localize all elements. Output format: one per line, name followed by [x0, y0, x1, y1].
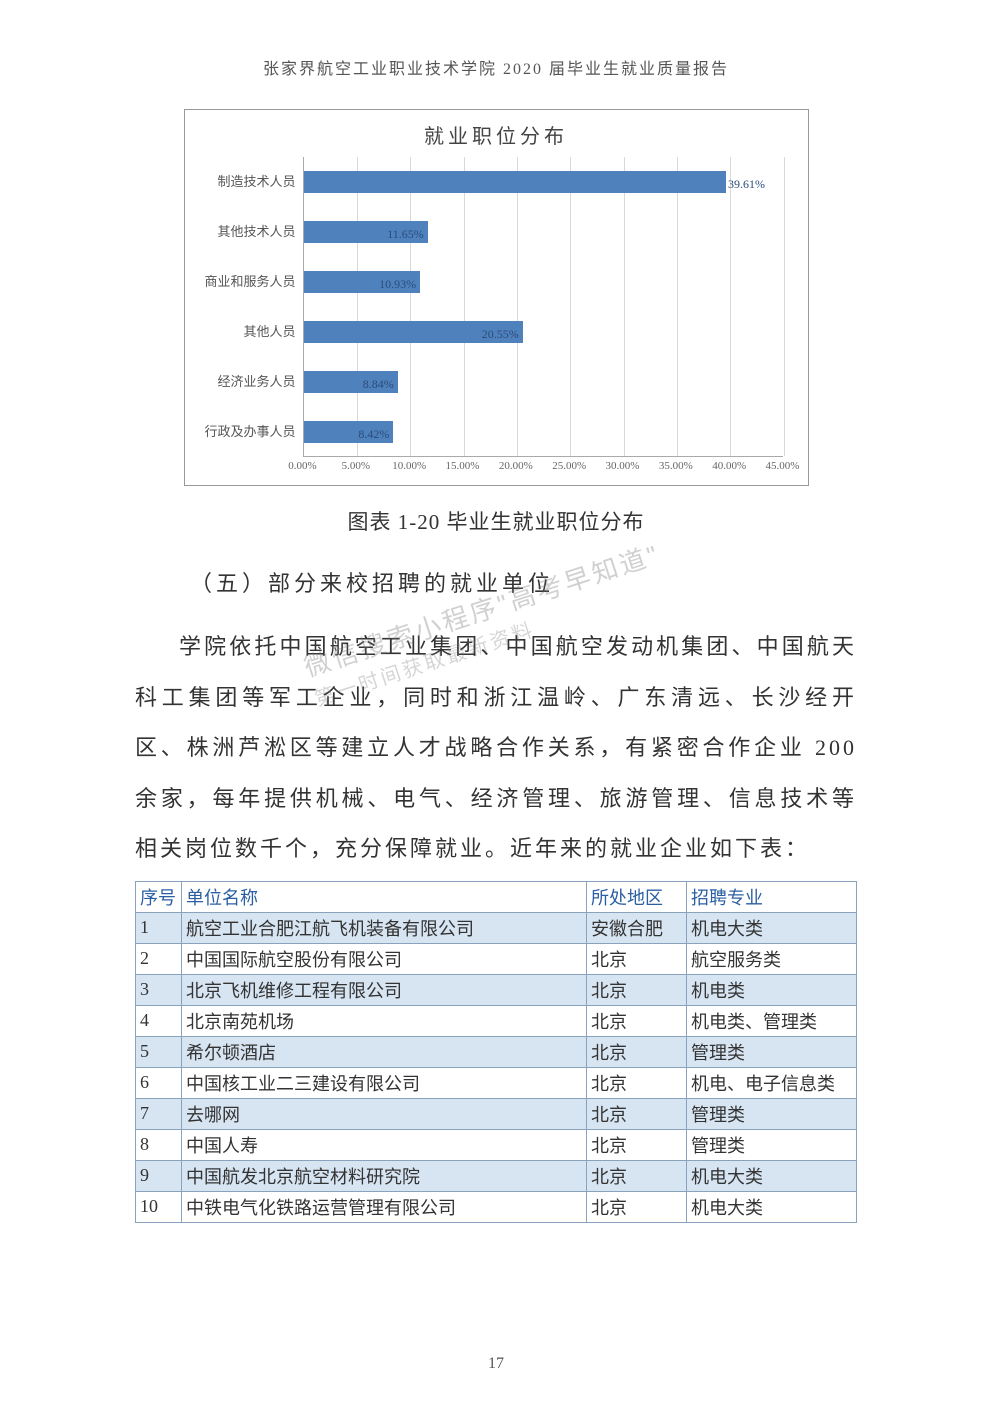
table-cell: 北京 [587, 1036, 687, 1067]
chart-x-tick: 15.00% [446, 460, 480, 472]
table-cell: 北京 [587, 1191, 687, 1222]
table-cell: 北京 [587, 1098, 687, 1129]
table-row: 3北京飞机维修工程有限公司北京机电类 [136, 974, 857, 1005]
table-row: 8中国人寿北京管理类 [136, 1129, 857, 1160]
chart-category-label: 其他人员 [243, 319, 303, 345]
table-cell: 去哪网 [182, 1098, 587, 1129]
table-cell: 9 [136, 1160, 182, 1191]
employer-table: 序号 单位名称 所处地区 招聘专业 1航空工业合肥江航飞机装备有限公司安徽合肥机… [135, 881, 857, 1223]
chart-x-tick: 10.00% [392, 460, 426, 472]
table-cell: 8 [136, 1129, 182, 1160]
chart-bar-row: 行政及办事人员8.42% [304, 421, 783, 443]
col-header-major: 招聘专业 [687, 881, 857, 912]
col-header-index: 序号 [136, 881, 182, 912]
table-row: 9中国航发北京航空材料研究院北京机电大类 [136, 1160, 857, 1191]
table-cell: 7 [136, 1098, 182, 1129]
chart-value-label: 8.42% [358, 421, 393, 447]
table-cell: 中铁电气化铁路运营管理有限公司 [182, 1191, 587, 1222]
table-cell: 3 [136, 974, 182, 1005]
table-cell: 管理类 [687, 1036, 857, 1067]
table-header-row: 序号 单位名称 所处地区 招聘专业 [136, 881, 857, 912]
chart-value-label: 11.65% [387, 221, 428, 247]
table-cell: 4 [136, 1005, 182, 1036]
table-cell: 机电大类 [687, 912, 857, 943]
chart-category-label: 经济业务人员 [217, 369, 303, 395]
table-cell: 安徽合肥 [587, 912, 687, 943]
chart-x-axis: 0.00%5.00%10.00%15.00%20.00%25.00%30.00%… [303, 457, 783, 477]
chart-bar: 8.42% [304, 421, 394, 443]
col-header-location: 所处地区 [587, 881, 687, 912]
col-header-name: 单位名称 [182, 881, 587, 912]
chart-x-tick: 40.00% [712, 460, 746, 472]
table-cell: 6 [136, 1067, 182, 1098]
table-row: 10中铁电气化铁路运营管理有限公司北京机电大类 [136, 1191, 857, 1222]
table-row: 5希尔顿酒店北京管理类 [136, 1036, 857, 1067]
chart-bar-row: 制造技术人员39.61% [304, 171, 783, 193]
chart-x-tick: 25.00% [552, 460, 586, 472]
table-cell: 北京南苑机场 [182, 1005, 587, 1036]
table-row: 1航空工业合肥江航飞机装备有限公司安徽合肥机电大类 [136, 912, 857, 943]
table-cell: 5 [136, 1036, 182, 1067]
table-cell: 北京 [587, 1129, 687, 1160]
job-distribution-chart: 就业职位分布 制造技术人员39.61%其他技术人员11.65%商业和服务人员10… [184, 109, 809, 486]
chart-bar-row: 商业和服务人员10.93% [304, 271, 783, 293]
chart-title: 就业职位分布 [203, 120, 790, 149]
table-cell: 北京 [587, 943, 687, 974]
chart-category-label: 其他技术人员 [217, 219, 303, 245]
chart-bar-row: 其他人员20.55% [304, 321, 783, 343]
table-cell: 机电、电子信息类 [687, 1067, 857, 1098]
table-cell: 中国国际航空股份有限公司 [182, 943, 587, 974]
chart-bar: 11.65% [304, 221, 428, 243]
chart-x-tick: 20.00% [499, 460, 533, 472]
table-row: 7去哪网北京管理类 [136, 1098, 857, 1129]
table-cell: 中国人寿 [182, 1129, 587, 1160]
chart-bar: 39.61% [304, 171, 727, 193]
section-heading: （五）部分来校招聘的就业单位 [190, 566, 857, 598]
table-cell: 北京 [587, 974, 687, 1005]
chart-caption: 图表 1-20 毕业生就业职位分布 [135, 506, 857, 536]
table-cell: 希尔顿酒店 [182, 1036, 587, 1067]
chart-x-tick: 45.00% [766, 460, 800, 472]
table-cell: 北京 [587, 1160, 687, 1191]
chart-value-label: 39.61% [728, 171, 769, 197]
table-cell: 机电类 [687, 974, 857, 1005]
table-row: 6中国核工业二三建设有限公司北京机电、电子信息类 [136, 1067, 857, 1098]
chart-plot-area: 制造技术人员39.61% 其他技术人员11.65% 商业和服务人员10.93% 其他人… [303, 157, 783, 457]
table-cell: 2 [136, 943, 182, 974]
table-cell: 航空工业合肥江航飞机装备有限公司 [182, 912, 587, 943]
chart-x-tick: 0.00% [288, 460, 316, 472]
table-cell: 北京 [587, 1005, 687, 1036]
table-cell: 机电大类 [687, 1160, 857, 1191]
chart-x-tick: 30.00% [606, 460, 640, 472]
table-cell: 机电类、管理类 [687, 1005, 857, 1036]
chart-value-label: 20.55% [482, 321, 523, 347]
table-cell: 1 [136, 912, 182, 943]
chart-bar: 8.84% [304, 371, 398, 393]
chart-bar: 20.55% [304, 321, 523, 343]
chart-value-label: 8.84% [363, 371, 398, 397]
chart-category-label: 行政及办事人员 [204, 419, 303, 445]
table-cell: 管理类 [687, 1098, 857, 1129]
chart-x-tick: 5.00% [342, 460, 370, 472]
table-cell: 北京 [587, 1067, 687, 1098]
table-cell: 机电大类 [687, 1191, 857, 1222]
table-cell: 10 [136, 1191, 182, 1222]
table-cell: 北京飞机维修工程有限公司 [182, 974, 587, 1005]
table-row: 2中国国际航空股份有限公司北京航空服务类 [136, 943, 857, 974]
chart-bar-row: 经济业务人员8.84% [304, 371, 783, 393]
table-row: 4北京南苑机场北京机电类、管理类 [136, 1005, 857, 1036]
page-number: 17 [0, 1355, 992, 1373]
body-paragraph: 学院依托中国航空工业集团、中国航空发动机集团、中国航天科工集团等军工企业，同时和… [135, 622, 857, 875]
chart-category-label: 制造技术人员 [217, 169, 303, 195]
table-cell: 管理类 [687, 1129, 857, 1160]
chart-category-label: 商业和服务人员 [204, 269, 303, 295]
table-cell: 中国航发北京航空材料研究院 [182, 1160, 587, 1191]
chart-bar: 10.93% [304, 271, 421, 293]
page-header: 张家界航空工业职业技术学院 2020 届毕业生就业质量报告 [135, 55, 857, 79]
table-cell: 中国核工业二三建设有限公司 [182, 1067, 587, 1098]
table-cell: 航空服务类 [687, 943, 857, 974]
chart-value-label: 10.93% [379, 271, 420, 297]
chart-bar-row: 其他技术人员11.65% [304, 221, 783, 243]
chart-x-tick: 35.00% [659, 460, 693, 472]
